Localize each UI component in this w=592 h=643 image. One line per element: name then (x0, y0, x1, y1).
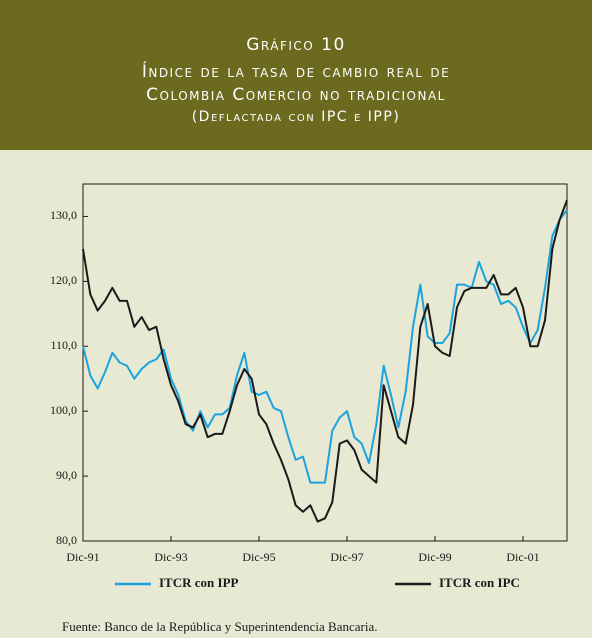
plot-frame (82, 183, 568, 542)
source: Fuente: Banco de la República y Superint… (62, 619, 378, 634)
y-tick-label: 110,0 (50, 338, 77, 352)
x-tick-label: Dic-99 (418, 550, 451, 564)
y-tick-label: 120,0 (50, 273, 77, 287)
x-tick-label: Dic-97 (330, 550, 363, 564)
y-tick-label: 130,0 (50, 208, 77, 222)
header (0, 0, 592, 150)
subtitle: Colombia Comercio no tradicional (146, 85, 446, 105)
x-tick-label: Dic-95 (242, 550, 275, 564)
subtitle: Índice de la tasa de cambio real de (142, 60, 450, 82)
series-line (82, 199, 568, 523)
subtitle: (Deflactada con IPC e IPP) (192, 109, 401, 125)
legend-label: ITCR con IPC (439, 575, 520, 590)
x-tick-label: Dic-01 (506, 550, 539, 564)
y-tick-label: 100,0 (50, 403, 77, 417)
chart-title: Gráfico 10 (246, 35, 346, 55)
y-tick-label: 90,0 (56, 468, 77, 482)
series-line (82, 209, 568, 484)
x-tick-label: Dic-91 (66, 550, 99, 564)
legend-label: ITCR con IPP (159, 575, 239, 590)
y-tick-label: 80,0 (56, 533, 77, 547)
x-tick-label: Dic-93 (154, 550, 187, 564)
